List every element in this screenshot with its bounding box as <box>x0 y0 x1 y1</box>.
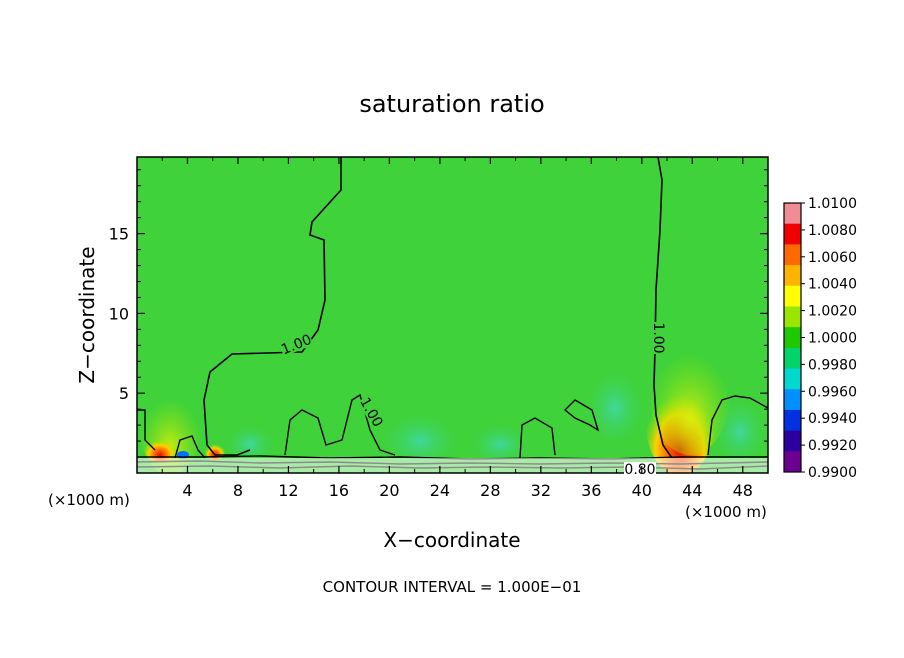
contour-line-mid <box>284 393 396 456</box>
colorbar-swatch <box>784 368 801 390</box>
colorbar-swatch <box>784 265 801 287</box>
colorbar-swatch <box>784 285 801 307</box>
field-feature <box>470 418 530 462</box>
colorbar-swatch <box>784 451 801 473</box>
contour-line-left-edge <box>137 409 206 459</box>
terrain-strip <box>137 458 768 473</box>
contour-line-upper-left <box>203 157 342 456</box>
colorbar-swatch <box>784 203 801 225</box>
contour-interval-note: CONTOUR INTERVAL = 1.000E−01 <box>323 578 582 596</box>
x-tick-label: 24 <box>430 481 450 500</box>
x-axis-label: X−coordinate <box>383 528 520 552</box>
x-tick-label: 12 <box>278 481 298 500</box>
colorbar: 1.0100 1.0080 1.0060 1.0040 1.0020 1.0000 0.99… <box>783 196 857 481</box>
colorbar-label: 0.9960 <box>808 384 857 400</box>
colorbar-label: 1.0080 <box>808 223 857 239</box>
field-feature <box>380 405 460 465</box>
x-tick-label: 8 <box>233 481 243 500</box>
plot-area <box>137 157 768 473</box>
field-feature <box>144 434 176 462</box>
field-feature <box>712 390 768 460</box>
x-unit-left: (×1000 m) <box>48 491 130 509</box>
x-unit-right: (×1000 m) <box>685 503 767 521</box>
contour-labels: 1.00 1.001.000.80 <box>278 322 666 478</box>
x-axis-ticks: 4 8 12 16 20 24 28 32 36 40 44 48 <box>161 157 753 500</box>
colorbar-swatch <box>784 223 801 245</box>
colorbar-swatch <box>784 409 801 432</box>
x-tick-label: 36 <box>581 481 601 500</box>
contour-label: 0.80 <box>624 462 655 478</box>
y-axis-ticks: 5 10 15 <box>109 169 768 458</box>
field-feature <box>650 335 730 455</box>
x-tick-label: 20 <box>379 481 399 500</box>
field-feature <box>585 360 645 440</box>
y-tick-label: 10 <box>109 304 129 323</box>
x-tick-label: 44 <box>682 481 702 500</box>
y-tick-label: 15 <box>109 225 129 244</box>
x-tick-label: 16 <box>329 481 349 500</box>
colorbar-label: 1.0040 <box>808 277 857 293</box>
colorbar-swatch <box>784 306 801 328</box>
colorbar-label: 1.0100 <box>808 196 857 212</box>
y-axis-label: Z−coordinate <box>75 246 99 383</box>
colorbar-label: 1.0060 <box>808 250 857 266</box>
colorbar-swatch <box>784 430 801 452</box>
colorbar-label: 0.9980 <box>808 357 857 373</box>
contour-label-bg <box>624 462 656 476</box>
x-tick-label: 48 <box>733 481 753 500</box>
contour-label-bg <box>652 322 666 354</box>
colorbar-label: 0.9900 <box>808 465 857 481</box>
colorbar-label: 1.0000 <box>808 331 857 347</box>
x-tick-label: 32 <box>531 481 551 500</box>
chart-title: saturation ratio <box>359 90 544 118</box>
colorbar-label: 0.9940 <box>808 411 857 427</box>
field-feature <box>177 451 189 459</box>
x-tick-label: 40 <box>632 481 652 500</box>
plot-frame <box>136 156 769 474</box>
colorbar-swatch <box>784 389 801 411</box>
colorbar-swatch <box>784 347 801 370</box>
colorbar-label: 0.9920 <box>808 438 857 454</box>
contour-line-right <box>519 395 768 459</box>
field-feature <box>225 420 275 460</box>
contour-label-bg <box>357 394 386 430</box>
colorbar-label: 1.0020 <box>808 304 857 320</box>
colorbar-swatch <box>784 244 801 266</box>
contour-label: 1.00 <box>650 322 666 353</box>
y-tick-label: 5 <box>119 384 129 403</box>
contour-label-bg <box>278 331 314 357</box>
colorbar-swatch <box>784 327 801 349</box>
x-tick-label: 28 <box>480 481 500 500</box>
x-tick-label: 4 <box>182 481 192 500</box>
